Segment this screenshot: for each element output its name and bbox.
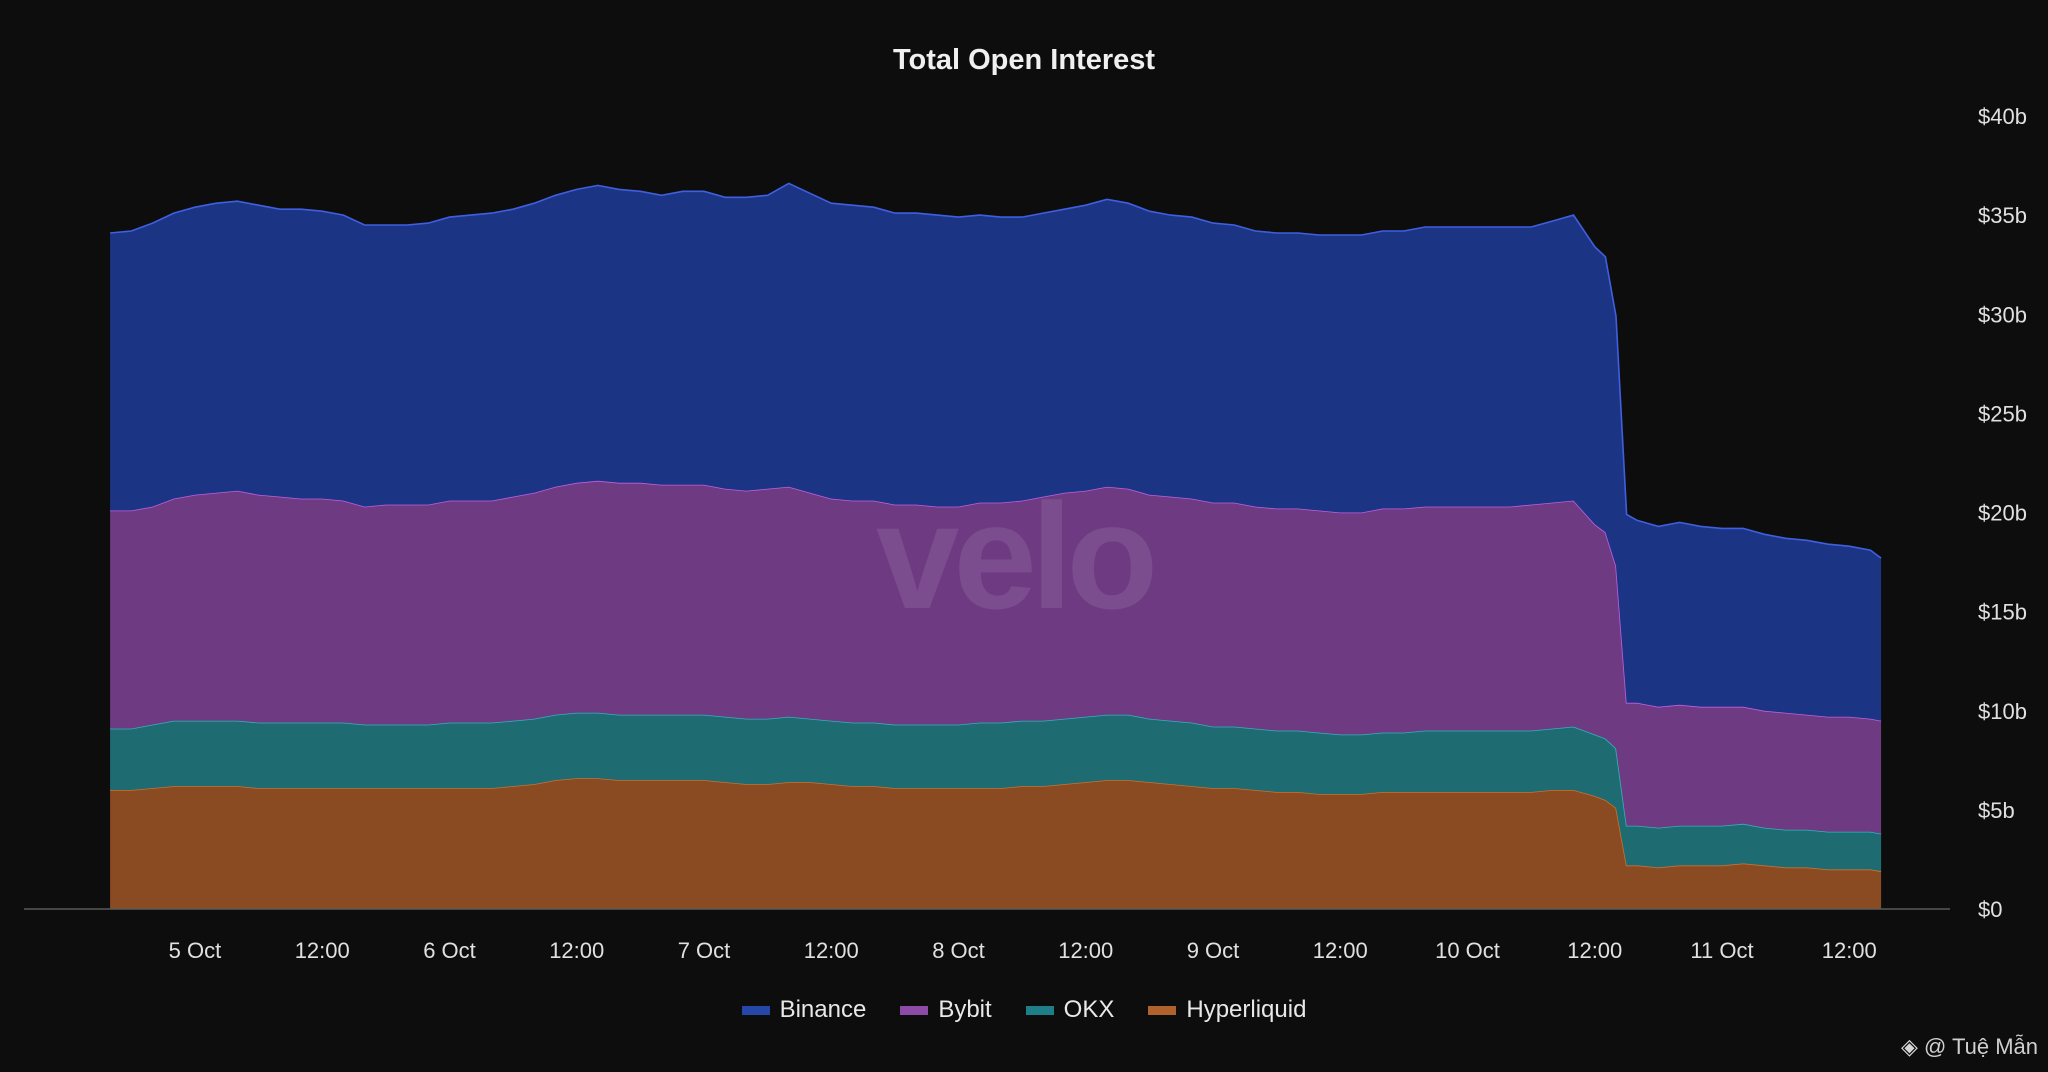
binance-square-icon: ◈ <box>1901 1034 1918 1059</box>
legend-item-bybit[interactable]: Bybit <box>900 996 992 1024</box>
velo-watermark: velo <box>876 472 1158 640</box>
credit-text: @ Tuệ Mẫn <box>1923 1034 2038 1059</box>
x-tick-label: 6 Oct <box>423 938 476 963</box>
x-tick-label: 12:00 <box>1313 938 1368 963</box>
author-credit: ◈ @ Tuệ Mẫn <box>1901 1034 2038 1060</box>
area-bybit <box>110 480 1882 834</box>
x-tick-label: 5 Oct <box>169 938 222 963</box>
x-tick-label: 12:00 <box>549 938 604 963</box>
y-tick-label: $30b <box>1978 302 2027 327</box>
legend-swatch-hyperliquid <box>1148 1005 1177 1015</box>
legend-label-okx: OKX <box>1063 996 1115 1023</box>
x-tick-label: 12:00 <box>1822 938 1877 963</box>
legend-label-bybit: Bybit <box>938 996 992 1023</box>
y-tick-label: $15b <box>1978 600 2027 625</box>
y-tick-label: $40b <box>1978 104 2027 129</box>
y-tick-label: $5b <box>1978 798 2015 823</box>
series-line-binance <box>110 182 1882 559</box>
legend-swatch-okx <box>1025 1005 1054 1015</box>
y-tick-label: $35b <box>1978 203 2027 228</box>
legend-swatch-bybit <box>900 1005 929 1015</box>
legend-item-hyperliquid[interactable]: Hyperliquid <box>1148 996 1306 1024</box>
x-tick-label: 12:00 <box>804 938 859 963</box>
legend-label-binance: Binance <box>779 996 867 1023</box>
x-tick-label: 12:00 <box>1058 938 1113 963</box>
x-tick-label: 8 Oct <box>932 938 985 963</box>
legend-swatch-binance <box>741 1005 770 1015</box>
legend-item-okx[interactable]: OKX <box>1025 996 1115 1024</box>
legend-label-hyperliquid: Hyperliquid <box>1186 996 1307 1023</box>
y-tick-label: $10b <box>1978 699 2027 724</box>
chart-legend: Binance Bybit OKX Hyperliquid <box>0 996 2048 1024</box>
area-okx <box>110 712 1882 872</box>
x-tick-label: 12:00 <box>295 938 350 963</box>
chart-title: Total Open Interest <box>892 44 1156 76</box>
y-tick-label: $0 <box>1978 897 2002 922</box>
x-tick-label: 10 Oct <box>1435 938 1500 963</box>
x-tick-label: 9 Oct <box>1187 938 1240 963</box>
x-tick-label: 11 Oct <box>1690 938 1753 963</box>
y-tick-label: $25b <box>1978 401 2027 426</box>
legend-item-binance[interactable]: Binance <box>741 996 867 1024</box>
area-binance <box>110 183 1882 721</box>
y-tick-label: $20b <box>1978 501 2027 526</box>
x-tick-label: 7 Oct <box>678 938 731 963</box>
x-tick-label: 12:00 <box>1567 938 1622 963</box>
area-hyperliquid <box>110 778 1882 909</box>
